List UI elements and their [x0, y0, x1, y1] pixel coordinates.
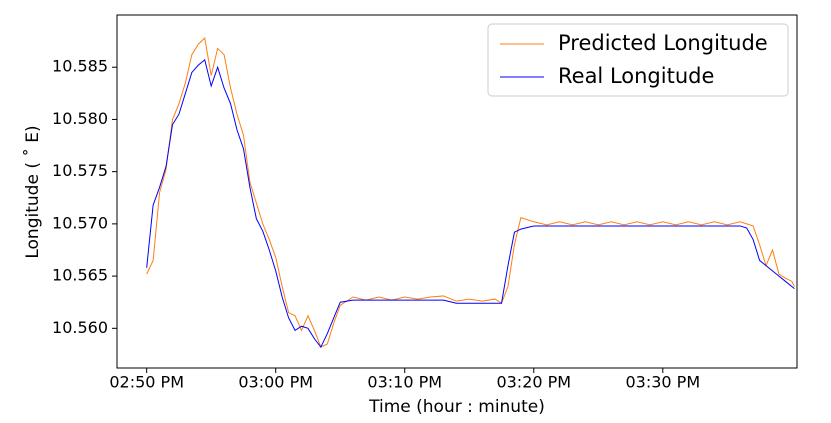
legend-label: Real Longitude	[558, 64, 714, 88]
x-axis-label: Time (hour : minute)	[368, 397, 545, 417]
y-tick-label: 10.565	[52, 266, 108, 285]
x-tick-label: 03:30 PM	[625, 373, 700, 392]
x-tick-label: 03:20 PM	[496, 373, 571, 392]
y-tick-label: 10.560	[52, 318, 108, 337]
data-line	[146, 59, 795, 349]
legend-box	[487, 23, 789, 97]
legend-label: Predicted Longitude	[558, 31, 768, 55]
y-tick-label: 10.585	[52, 57, 108, 76]
y-axis-label: Longitude ( ˚ E)	[22, 125, 43, 258]
y-tick-label: 10.575	[52, 161, 108, 180]
plot-frame	[116, 14, 798, 369]
x-tick-label: 03:10 PM	[367, 373, 442, 392]
data-line	[146, 36, 795, 348]
y-tick-label: 10.570	[52, 213, 108, 232]
x-tick-label: 02:50 PM	[109, 373, 184, 392]
y-tick-label: 10.580	[52, 109, 108, 128]
x-tick-label: 03:00 PM	[238, 373, 313, 392]
